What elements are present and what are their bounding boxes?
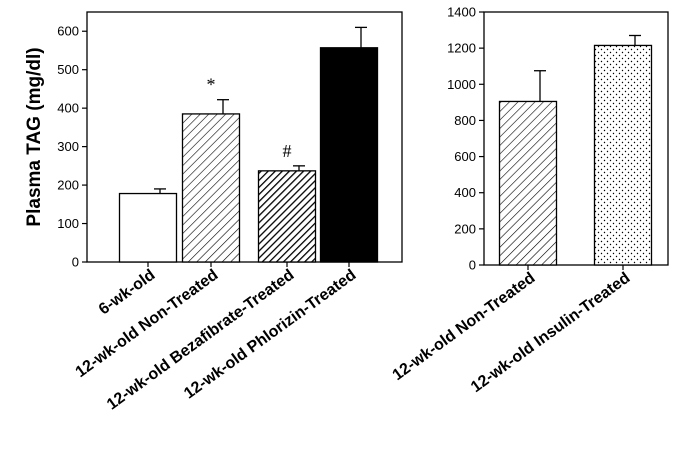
y-tick-label: 300	[57, 139, 79, 154]
x-category-label: 12-wk-old Insulin-Treated	[468, 269, 633, 396]
y-tick-label: 200	[454, 221, 476, 236]
y-tick-label: 1200	[447, 41, 476, 56]
y-tick-label: 600	[57, 24, 79, 39]
bar	[181, 113, 241, 263]
plot-frame	[483, 11, 669, 266]
y-tick-label: 1400	[447, 5, 476, 20]
bar	[118, 192, 178, 263]
y-tick-label: 100	[57, 216, 79, 231]
y-tick-label: 0	[469, 258, 476, 273]
y-tick-label: 400	[454, 185, 476, 200]
y-tick-label: 800	[454, 113, 476, 128]
y-tick-label: 200	[57, 178, 79, 193]
y-tick-label: 400	[57, 101, 79, 116]
y-tick-label: 500	[57, 62, 79, 77]
bar	[319, 47, 379, 263]
bar	[593, 44, 653, 266]
plot-frame	[86, 11, 403, 263]
bar	[498, 100, 558, 266]
y-tick-label: 600	[454, 149, 476, 164]
bar	[257, 170, 317, 263]
y-axis-label: Plasma TAG (mg/dl)	[24, 47, 45, 226]
significance-marker: #	[283, 141, 292, 161]
y-tick-label: 0	[72, 255, 79, 270]
y-tick-label: 1000	[447, 77, 476, 92]
significance-marker: *	[207, 75, 216, 95]
